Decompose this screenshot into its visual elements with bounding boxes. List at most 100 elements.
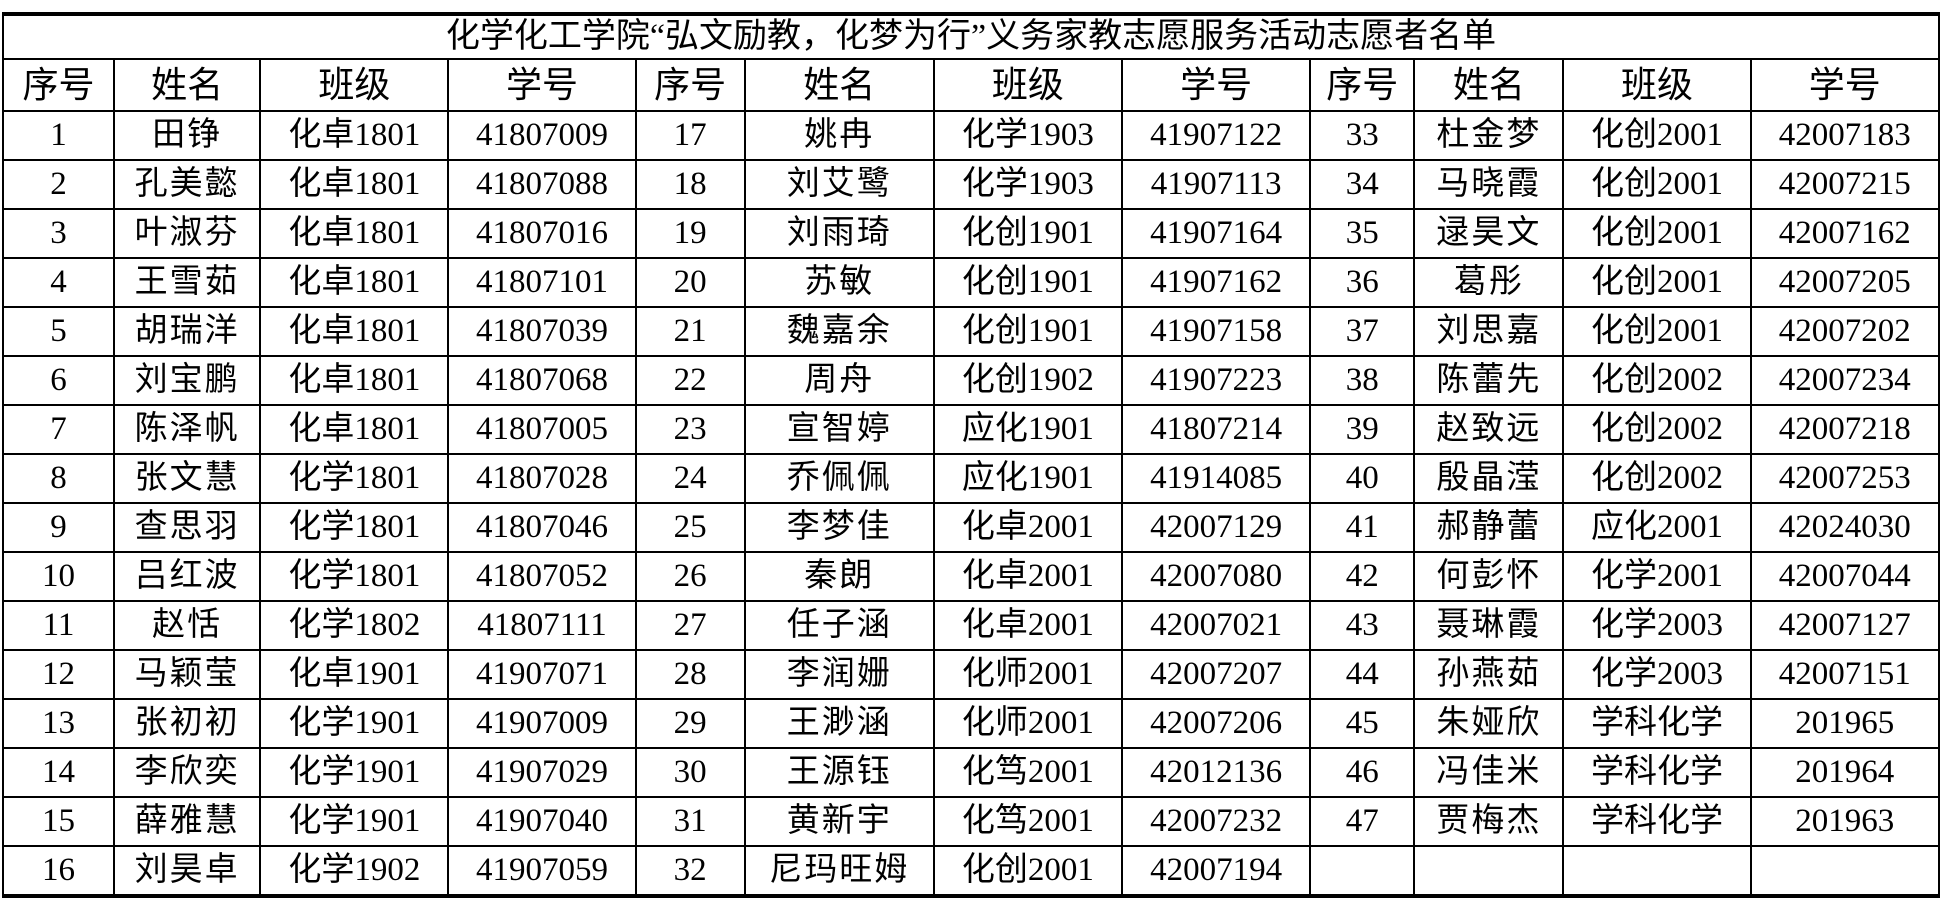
- cell-number: 16: [1, 845, 116, 898]
- cell-class: 化学1801: [259, 502, 450, 553]
- cell-student-id: 201965: [1749, 698, 1941, 749]
- cell-class: 化师2001: [932, 649, 1124, 700]
- cell-student-id: 42007215: [1749, 159, 1941, 210]
- table-row: 11 赵恬 化学1802 41807111 27 任子涵 化卓2001 42007021 43 聂…: [1, 600, 1941, 651]
- cell-class: 化学2003: [1562, 600, 1752, 651]
- header-name: 姓名: [1413, 58, 1565, 112]
- cell-number: 17: [634, 110, 746, 161]
- cell-student-id: 42007080: [1121, 551, 1312, 602]
- cell-number: 41: [1309, 502, 1416, 553]
- cell-name: 李欣奕: [113, 747, 262, 798]
- cell-class: 化创2001: [1562, 257, 1752, 308]
- cell-class: 化卓2001: [932, 551, 1124, 602]
- cell-class: 化学1801: [259, 453, 450, 504]
- cell-student-id: 41807039: [447, 306, 637, 357]
- cell-number: 32: [634, 845, 746, 898]
- cell-number: 22: [634, 355, 746, 406]
- cell-number: 27: [634, 600, 746, 651]
- cell-name: 胡瑞洋: [113, 306, 262, 357]
- cell-class: 化学2003: [1562, 649, 1752, 700]
- cell-student-id: 42007044: [1749, 551, 1941, 602]
- cell-student-id: 201964: [1749, 747, 1941, 798]
- volunteer-table: 化学化工学院“弘文励教，化梦为行”义务家教志愿服务活动志愿者名单 序号 姓名 班级学…: [1, 12, 1941, 898]
- cell-number: 19: [634, 208, 746, 259]
- cell-number: 33: [1309, 110, 1416, 161]
- cell-name: 魏嘉余: [743, 306, 935, 357]
- cell-class: 化创2002: [1562, 453, 1752, 504]
- cell-number: 21: [634, 306, 746, 357]
- table-row: 12 马颖莹 化卓1901 41907071 28 李润姗 化师2001 42007207 44…: [1, 649, 1941, 700]
- cell-number: 34: [1309, 159, 1416, 210]
- cell-number: 30: [634, 747, 746, 798]
- cell-number: 29: [634, 698, 746, 749]
- cell-number: 23: [634, 404, 746, 455]
- cell-class: 化学1901: [259, 796, 450, 847]
- cell-student-id: 42007253: [1749, 453, 1941, 504]
- cell-student-id: 41807016: [447, 208, 637, 259]
- table-row: 2 孔美懿 化卓1801 41807088 18 刘艾鹭 化学1903 41907113 34 马…: [1, 159, 1941, 210]
- table-row: 9 查思羽 化学1801 41807046 25 李梦佳 化卓2001 42007129 41 郝…: [1, 502, 1941, 553]
- cell-student-id: 42024030: [1749, 502, 1941, 553]
- cell-number: 18: [634, 159, 746, 210]
- cell-number: 35: [1309, 208, 1416, 259]
- header-student-id: 学号: [1121, 58, 1312, 112]
- cell-number: 26: [634, 551, 746, 602]
- cell-class: 化学2001: [1562, 551, 1752, 602]
- cell-student-id: 42007232: [1121, 796, 1312, 847]
- cell-student-id: 41807028: [447, 453, 637, 504]
- cell-name: 殷晶滢: [1413, 453, 1565, 504]
- cell-number: 38: [1309, 355, 1416, 406]
- cell-number: 20: [634, 257, 746, 308]
- cell-student-id: 41907071: [447, 649, 637, 700]
- cell-student-id: 41807068: [447, 355, 637, 406]
- cell-number: 44: [1309, 649, 1416, 700]
- cell-name: 王雪茹: [113, 257, 262, 308]
- cell-class: 化卓1801: [259, 355, 450, 406]
- cell-student-id: 42007129: [1121, 502, 1312, 553]
- cell-name: 葛彤: [1413, 257, 1565, 308]
- cell-student-id: 41807088: [447, 159, 637, 210]
- cell-class: 化卓1801: [259, 257, 450, 308]
- cell-class: 化创2001: [1562, 159, 1752, 210]
- cell-class: 化卓1801: [259, 110, 450, 161]
- table-row: 1 田铮 化卓1801 41807009 17 姚冉 化学1903 41907122 33 杜金梦…: [1, 110, 1941, 161]
- empty-cell: [1562, 845, 1752, 898]
- header-number: 序号: [634, 58, 746, 112]
- cell-number: 4: [1, 257, 116, 308]
- cell-student-id: 41807052: [447, 551, 637, 602]
- page-title: 化学化工学院“弘文励教，化梦为行”义务家教志愿服务活动志愿者名单: [2, 12, 1940, 60]
- header-number: 序号: [1309, 58, 1416, 112]
- cell-student-id: 41907113: [1121, 159, 1312, 210]
- table-row: 7 陈泽帆 化卓1801 41807005 23 宣智婷 应化1901 41807214 39 赵…: [1, 404, 1941, 455]
- cell-name: 刘思嘉: [1413, 306, 1565, 357]
- cell-name: 尼玛旺姆: [743, 845, 935, 898]
- table-row: 15 薛雅慧 化学1901 41907040 31 黄新宇 化笃2001 42007232 47…: [1, 796, 1941, 847]
- cell-name: 马晓霞: [1413, 159, 1565, 210]
- cell-number: 5: [1, 306, 116, 357]
- cell-class: 应化1901: [932, 453, 1124, 504]
- cell-name: 孙燕茹: [1413, 649, 1565, 700]
- cell-class: 化创2002: [1562, 404, 1752, 455]
- header-row: 序号 姓名 班级 学号 序号 姓名 班级 学号 序号 姓名 班级 学号: [1, 58, 1941, 112]
- cell-number: 36: [1309, 257, 1416, 308]
- cell-student-id: 41907059: [447, 845, 637, 898]
- cell-student-id: 42007207: [1121, 649, 1312, 700]
- cell-name: 聂琳霞: [1413, 600, 1565, 651]
- cell-student-id: 42007194: [1121, 845, 1312, 898]
- table-row: 3 叶淑芬 化卓1801 41807016 19 刘雨琦 化创1901 41907164 35 逯…: [1, 208, 1941, 259]
- cell-student-id: 41907040: [447, 796, 637, 847]
- cell-name: 李润姗: [743, 649, 935, 700]
- empty-cell: [1749, 845, 1941, 898]
- cell-class: 化创2001: [932, 845, 1124, 898]
- cell-number: 46: [1309, 747, 1416, 798]
- cell-class: 化创1901: [932, 306, 1124, 357]
- cell-student-id: 41907029: [447, 747, 637, 798]
- cell-name: 秦朗: [743, 551, 935, 602]
- cell-student-id: 42007021: [1121, 600, 1312, 651]
- cell-name: 苏敏: [743, 257, 935, 308]
- empty-cell: [1413, 845, 1565, 898]
- cell-name: 姚冉: [743, 110, 935, 161]
- cell-class: 化创2001: [1562, 306, 1752, 357]
- table-row: 6 刘宝鹏 化卓1801 41807068 22 周舟 化创1902 41907223 38 陈蕾…: [1, 355, 1941, 406]
- header-class: 班级: [932, 58, 1124, 112]
